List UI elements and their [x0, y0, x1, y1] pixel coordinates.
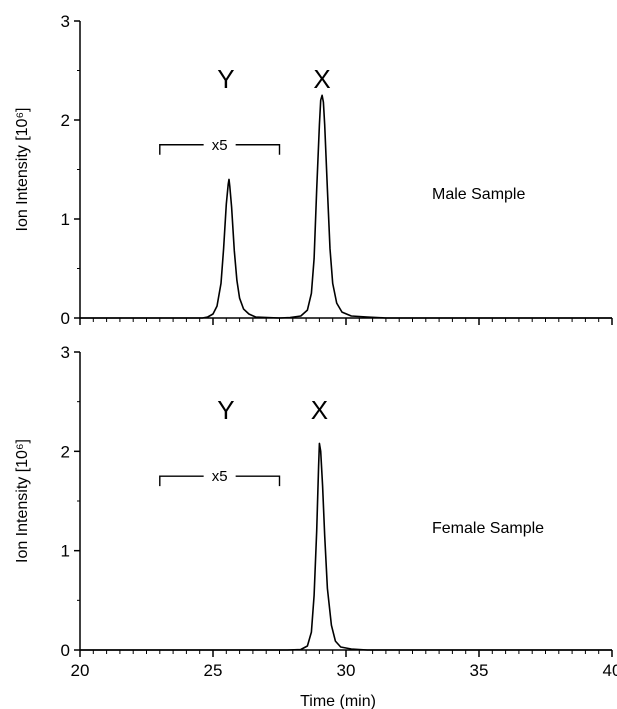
y-tick-label: 2: [61, 111, 70, 130]
chromatogram-trace: [80, 442, 612, 651]
y-tick-label: 1: [61, 542, 70, 561]
x-tick-label: 25: [204, 661, 223, 680]
peak-label-y: Y: [217, 64, 234, 94]
x-tick-label: 35: [470, 661, 489, 680]
x-tick-label: 20: [71, 661, 90, 680]
y-tick-label: 3: [61, 12, 70, 31]
scale-bracket: [159, 144, 281, 155]
peak-label-x: X: [311, 395, 328, 425]
panel-male: 0 1 2 3 Ion Intensity [10⁶] Yx5 X Male Sample: [14, 12, 613, 328]
y-tick-label: 0: [61, 309, 70, 328]
y-axis-title: Ion Intensity [10⁶]: [14, 439, 31, 563]
scale-factor-label: x5: [212, 137, 228, 154]
peak-label-x: X: [313, 64, 330, 94]
scale-factor-label: x5: [212, 468, 228, 485]
peak-label-y: Y: [217, 395, 234, 425]
y-tick-label: 3: [61, 343, 70, 362]
sample-label: Male Sample: [432, 186, 525, 203]
x-tick-label: 40: [603, 661, 617, 680]
y-tick-label: 2: [61, 442, 70, 461]
x-axis-title: Time (min): [300, 693, 376, 709]
scale-bracket: [159, 475, 281, 487]
chromatogram-trace: [80, 94, 612, 319]
y-axis-title: Ion Intensity [10⁶]: [14, 108, 31, 232]
sample-label: Female Sample: [432, 520, 544, 537]
x-tick-label: 30: [337, 661, 356, 680]
panel-female: 0 1 2 3 20 25 30 35 40 Ion Intensity [10⁶] Time (m…: [14, 343, 617, 709]
y-tick-label: 1: [61, 210, 70, 229]
y-tick-label: 0: [61, 641, 70, 660]
